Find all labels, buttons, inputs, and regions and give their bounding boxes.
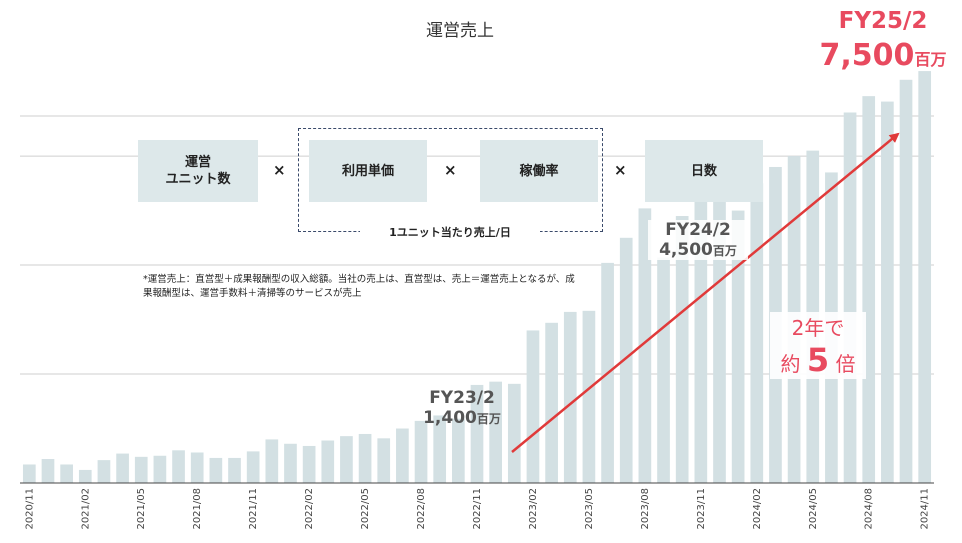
times-symbol-3: × bbox=[614, 161, 627, 179]
bar bbox=[470, 384, 484, 483]
x-tick-label: 2023/11 bbox=[696, 488, 707, 530]
bar bbox=[396, 428, 409, 483]
x-tick-label: 2024/08 bbox=[864, 488, 875, 530]
bar bbox=[675, 216, 689, 483]
bar bbox=[172, 450, 185, 483]
bar bbox=[526, 330, 540, 483]
bar bbox=[265, 439, 279, 483]
fy23-label: FY23/2 bbox=[429, 388, 495, 408]
bar bbox=[918, 71, 932, 484]
growth-times: 倍 bbox=[835, 352, 856, 376]
fy23-unit: 百万 bbox=[476, 412, 501, 426]
bar bbox=[414, 420, 428, 483]
fy24-unit: 百万 bbox=[712, 244, 737, 258]
x-tick-label: 2022/11 bbox=[472, 488, 483, 530]
bar bbox=[41, 459, 55, 483]
fy25-unit: 百万 bbox=[914, 50, 947, 69]
x-tick-label: 2023/08 bbox=[640, 488, 651, 530]
growth-approx: 約 bbox=[780, 352, 801, 376]
x-tick-label: 2024/05 bbox=[808, 488, 819, 530]
bar bbox=[358, 433, 372, 483]
growth-multiple: 2年で 約 5 倍 bbox=[770, 312, 866, 379]
bar bbox=[97, 460, 111, 483]
bar bbox=[246, 451, 260, 483]
bar bbox=[619, 237, 633, 483]
bar bbox=[78, 469, 92, 483]
occupancy-rate-box: 稼働率 bbox=[480, 140, 598, 202]
bar bbox=[489, 381, 502, 483]
bar bbox=[340, 436, 353, 483]
fy25-value: 7,500 bbox=[819, 38, 915, 73]
fy24-label: FY24/2 bbox=[665, 220, 731, 240]
bar bbox=[881, 101, 894, 483]
bar bbox=[899, 79, 913, 484]
bar bbox=[452, 418, 465, 483]
x-tick-label: 2024/02 bbox=[752, 488, 763, 530]
bar bbox=[284, 443, 297, 483]
fy23-value: 1,400 bbox=[423, 408, 477, 428]
fy23-annotation: FY23/2 1,400百万 bbox=[412, 388, 512, 428]
x-tick-label: 2021/08 bbox=[192, 488, 203, 530]
x-tick-label: 2021/05 bbox=[136, 488, 147, 530]
bar bbox=[750, 183, 764, 484]
per-unit-group-label: 1ユニット当たり売上/日 bbox=[360, 224, 540, 240]
bar bbox=[302, 445, 316, 483]
bar bbox=[60, 464, 73, 483]
growth-arrow bbox=[511, 132, 900, 453]
bar bbox=[209, 457, 223, 483]
bar bbox=[843, 112, 857, 483]
bar bbox=[433, 415, 447, 483]
bar bbox=[228, 457, 241, 483]
bar bbox=[862, 96, 876, 484]
bar bbox=[731, 210, 745, 484]
growth-period: 2年で bbox=[791, 316, 845, 340]
bar bbox=[190, 452, 204, 483]
growth-number: 5 bbox=[806, 341, 830, 379]
fy24-annotation: FY24/2 4,500百万 bbox=[648, 220, 748, 260]
bar bbox=[582, 310, 596, 483]
bar bbox=[134, 456, 148, 483]
bar bbox=[694, 188, 708, 483]
x-tick-label: 2021/02 bbox=[80, 488, 91, 530]
x-tick-label: 2024/11 bbox=[920, 488, 931, 530]
bar bbox=[116, 453, 129, 483]
unit-price-box: 利用単価 bbox=[309, 140, 427, 202]
bar bbox=[563, 311, 577, 483]
bar bbox=[638, 208, 652, 483]
bar bbox=[22, 464, 36, 483]
bar bbox=[153, 455, 167, 483]
x-tick-label: 2023/02 bbox=[528, 488, 539, 530]
fy25-label: FY25/2 bbox=[838, 8, 928, 34]
bar bbox=[657, 257, 670, 483]
x-tick-label: 2022/02 bbox=[304, 488, 315, 530]
x-tick-label: 2022/05 bbox=[360, 488, 371, 530]
x-tick-label: 2023/05 bbox=[584, 488, 595, 530]
footnote: *運営売上：直営型＋成果報酬型の収入総額。当社の売上は、直営型は、売上＝運営売上… bbox=[143, 274, 575, 299]
days-box: 日数 bbox=[645, 140, 763, 202]
x-tick-label: 2020/11 bbox=[24, 488, 35, 530]
chart-title: 運営売上 bbox=[426, 21, 494, 41]
times-symbol-2: × bbox=[444, 161, 457, 179]
bar bbox=[545, 322, 558, 483]
bar bbox=[507, 383, 521, 483]
x-tick-label: 2022/08 bbox=[416, 488, 427, 530]
fy25-annotation: FY25/2 7,500百万 bbox=[808, 8, 958, 73]
bar bbox=[321, 440, 335, 483]
bar bbox=[377, 438, 391, 483]
unit-count-box: 運営 ユニット数 bbox=[138, 140, 258, 202]
fy24-value: 4,500 bbox=[659, 240, 713, 260]
times-symbol-1: × bbox=[273, 161, 286, 179]
x-tick-label: 2021/11 bbox=[248, 488, 259, 530]
